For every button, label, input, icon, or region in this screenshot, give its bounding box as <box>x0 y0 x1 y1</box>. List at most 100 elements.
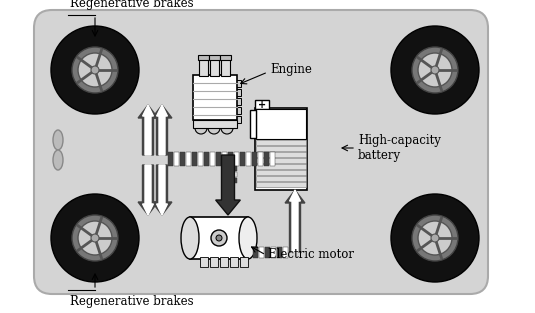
Bar <box>186 152 191 166</box>
Circle shape <box>72 215 118 261</box>
Circle shape <box>418 53 452 87</box>
Circle shape <box>51 26 139 114</box>
Bar <box>265 247 270 258</box>
Bar <box>271 247 276 258</box>
Bar <box>256 140 306 145</box>
FancyArrow shape <box>138 105 158 155</box>
Bar <box>256 146 306 151</box>
Bar <box>256 170 306 175</box>
Bar <box>204 152 209 166</box>
Bar <box>240 152 245 166</box>
FancyArrow shape <box>285 190 305 252</box>
Text: +: + <box>258 100 266 110</box>
Circle shape <box>216 235 222 241</box>
Circle shape <box>72 47 118 93</box>
Circle shape <box>412 215 458 261</box>
Ellipse shape <box>239 217 257 259</box>
Bar <box>200 257 208 267</box>
Bar <box>198 152 203 166</box>
Bar <box>246 152 251 166</box>
Text: Electric motor: Electric motor <box>268 249 354 261</box>
Ellipse shape <box>181 217 199 259</box>
Bar <box>223 166 237 171</box>
Text: Regenerative brakes: Regenerative brakes <box>70 0 194 10</box>
Bar <box>223 178 237 183</box>
Bar <box>192 152 197 166</box>
Circle shape <box>412 47 458 93</box>
Bar <box>193 89 199 96</box>
Circle shape <box>391 194 479 282</box>
Bar <box>240 257 248 267</box>
FancyArrow shape <box>157 105 167 155</box>
Bar <box>256 164 306 169</box>
Circle shape <box>78 53 112 87</box>
Bar <box>193 120 237 128</box>
Circle shape <box>91 234 99 242</box>
Bar <box>259 247 264 258</box>
Text: Regenerative brakes: Regenerative brakes <box>70 295 194 308</box>
Bar <box>193 80 199 87</box>
Bar <box>193 75 237 120</box>
Bar <box>190 217 248 259</box>
Bar <box>255 100 269 109</box>
Bar <box>234 152 239 166</box>
Bar <box>277 247 282 258</box>
Bar <box>235 107 241 114</box>
Bar <box>256 176 306 181</box>
Text: High-capacity
battery: High-capacity battery <box>358 134 441 162</box>
Bar <box>199 59 208 76</box>
Bar <box>283 247 288 258</box>
FancyArrow shape <box>152 105 172 155</box>
Bar <box>223 172 237 177</box>
Circle shape <box>431 234 439 242</box>
Text: Engine: Engine <box>270 64 312 76</box>
Circle shape <box>391 26 479 114</box>
Bar <box>221 59 230 76</box>
Bar <box>193 107 199 114</box>
Bar <box>235 98 241 105</box>
FancyArrow shape <box>289 190 300 252</box>
Bar <box>256 158 306 163</box>
Bar <box>168 152 173 166</box>
Bar <box>264 152 269 166</box>
Ellipse shape <box>53 130 63 150</box>
Bar <box>270 152 275 166</box>
Circle shape <box>195 122 207 134</box>
Circle shape <box>211 230 227 246</box>
Circle shape <box>418 221 452 255</box>
Bar <box>256 152 306 157</box>
Bar <box>210 257 218 267</box>
Circle shape <box>51 194 139 282</box>
Bar <box>174 152 179 166</box>
Bar <box>235 80 241 87</box>
Bar <box>198 55 209 60</box>
Circle shape <box>221 122 233 134</box>
FancyArrow shape <box>143 105 154 155</box>
FancyArrow shape <box>138 165 158 215</box>
Bar <box>255 108 307 190</box>
FancyArrow shape <box>152 165 172 215</box>
Bar <box>235 89 241 96</box>
Bar <box>180 152 185 166</box>
FancyArrow shape <box>157 165 167 215</box>
Bar <box>220 257 228 267</box>
Bar <box>228 152 233 166</box>
Bar <box>220 55 231 60</box>
Bar <box>193 116 199 123</box>
Bar <box>210 59 219 76</box>
Bar <box>193 98 199 105</box>
Bar <box>256 182 306 187</box>
Bar <box>253 247 258 258</box>
Bar <box>235 116 241 123</box>
Bar <box>250 110 256 138</box>
Bar <box>210 152 215 166</box>
FancyArrow shape <box>216 155 240 215</box>
Bar <box>252 152 257 166</box>
Circle shape <box>78 221 112 255</box>
Ellipse shape <box>53 150 63 170</box>
Bar <box>230 257 238 267</box>
Bar <box>209 55 220 60</box>
Bar <box>222 152 227 166</box>
Bar <box>216 152 221 166</box>
FancyBboxPatch shape <box>34 10 488 294</box>
